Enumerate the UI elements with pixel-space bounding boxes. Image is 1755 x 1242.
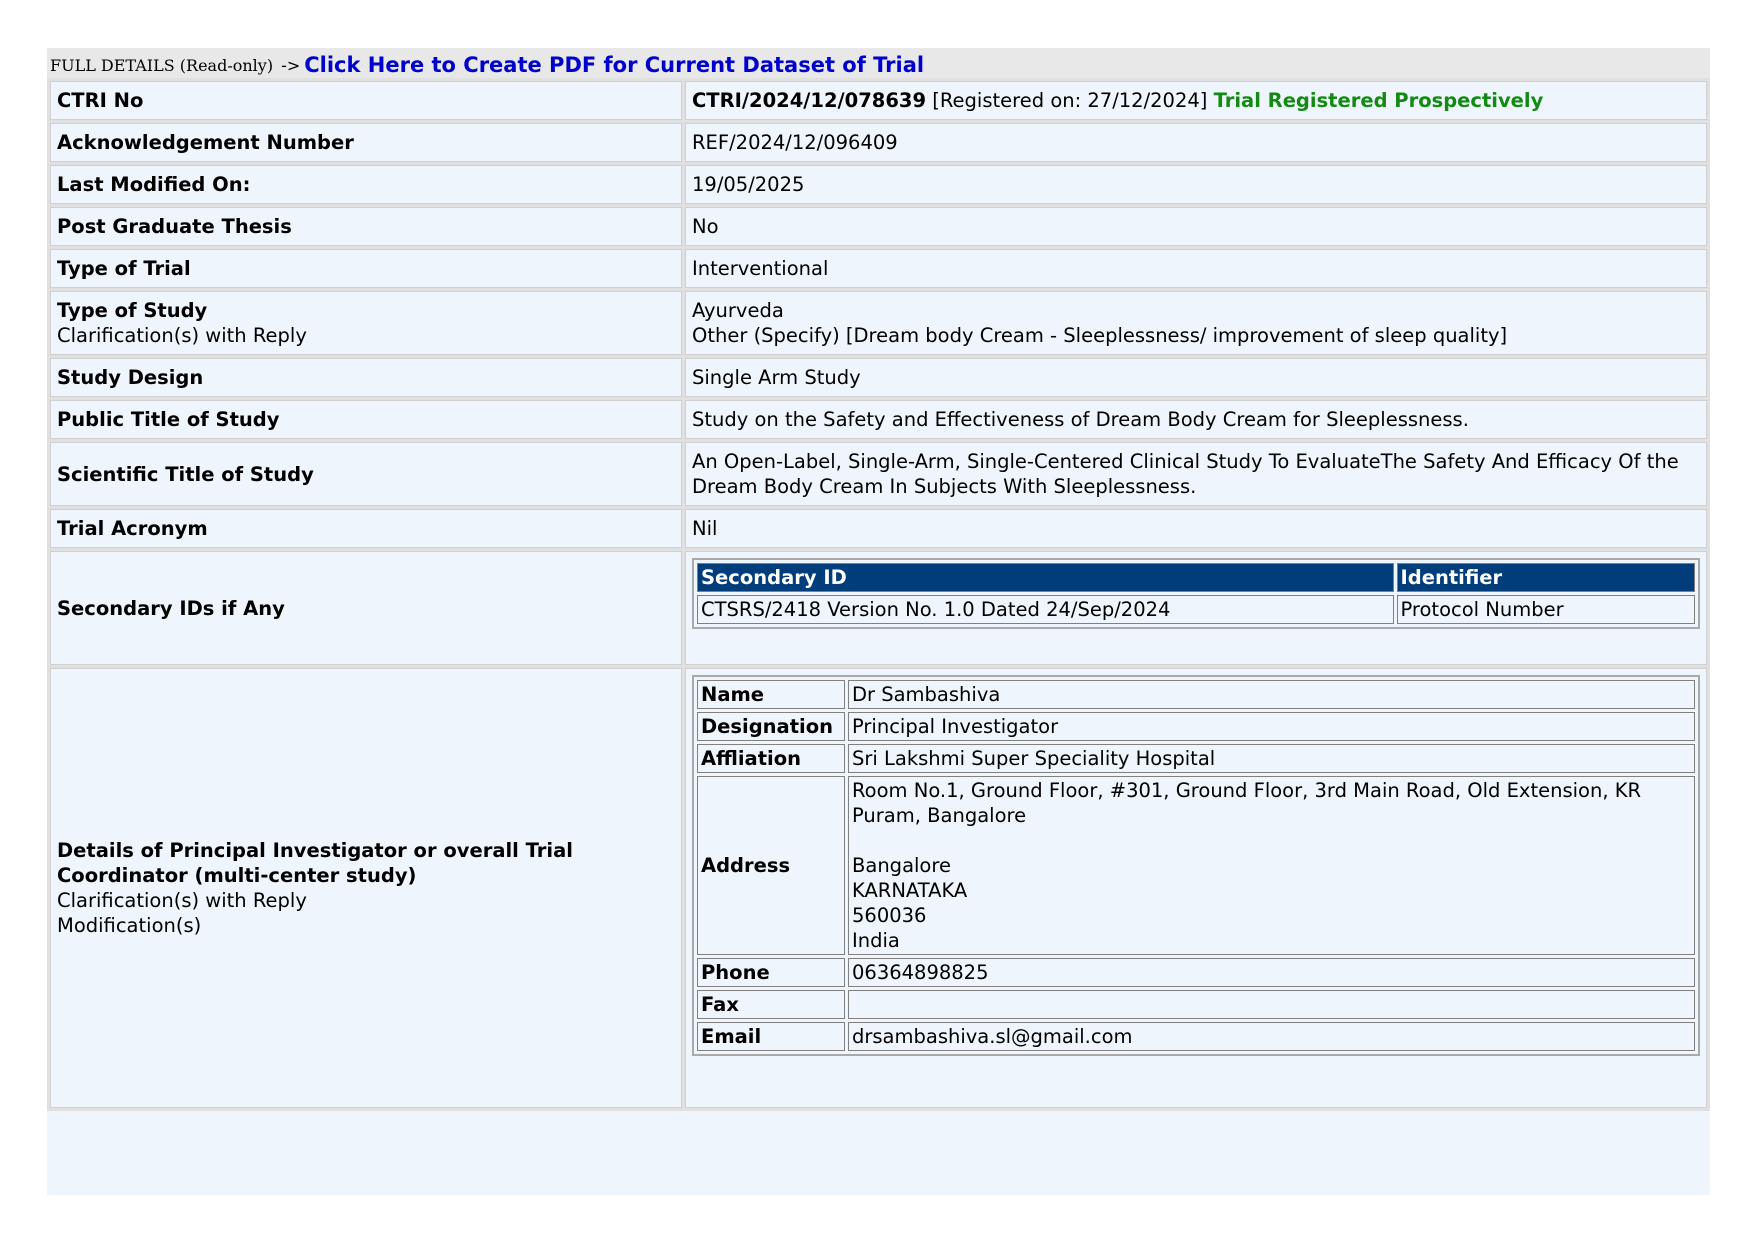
clarification-link: Clarification(s) with Reply [57,889,307,912]
label: Fax [701,993,739,1016]
pi-email: drsambashiva.sl@gmail.com [848,1022,1695,1051]
value: 19/05/2025 [685,165,1707,204]
label: CTRI No [57,89,144,112]
identifier: Protocol Number [1396,595,1695,624]
address-line: Room No.1, Ground Floor, #301, Ground Fl… [852,779,1642,827]
label: Name [701,683,765,706]
row-secondary-ids: Secondary IDs if Any Secondary ID Identif… [50,551,1707,665]
row-trial-acronym: Trial Acronym Nil [50,509,1707,548]
row-study-design: Study Design Single Arm Study [50,358,1707,397]
trial-details-panel: FULL DETAILS (Read-only) -> Click Here t… [47,48,1710,1195]
address-city: Bangalore [852,854,951,877]
row-last-modified: Last Modified On: 19/05/2025 [50,165,1707,204]
value: Study on the Safety and Effectiveness of… [685,400,1707,439]
label: Trial Acronym [57,517,208,540]
create-pdf-link[interactable]: Click Here to Create PDF for Current Dat… [304,53,925,77]
label: Secondary IDs if Any [57,596,285,620]
row-ctri-no: CTRI No CTRI/2024/12/078639 [Registered … [50,81,1707,120]
label: Scientific Title of Study [57,462,314,486]
pi-designation-row: Designation Principal Investigator [697,712,1695,741]
details-header: FULL DETAILS (Read-only) -> Click Here t… [47,48,1710,78]
row-public-title: Public Title of Study Study on the Safet… [50,400,1707,439]
pi-affiliation: Sri Lakshmi Super Speciality Hospital [848,744,1695,773]
label: Acknowledgement Number [57,131,354,154]
secondary-id: CTSRS/2418 Version No. 1.0 Dated 24/Sep/… [697,595,1394,624]
value: Interventional [685,249,1707,288]
ctri-number: CTRI/2024/12/078639 [692,89,927,112]
row-scientific-title: Scientific Title of Study An Open-Label,… [50,442,1707,506]
label: Type of Trial [57,257,191,280]
label: Details of Principal Investigator or ove… [57,839,573,887]
modification-link: Modification(s) [57,914,202,937]
pi-phone: 06364898825 [848,958,1695,987]
value: An Open-Label, Single-Arm, Single-Center… [685,442,1707,506]
row-type-of-trial: Type of Trial Interventional [50,249,1707,288]
pi-name: Dr Sambashiva [848,680,1695,709]
row-type-of-study: Type of Study Clarification(s) with Reply… [50,291,1707,355]
pi-details-table: Name Dr Sambashiva Designation Principal I… [692,675,1700,1056]
registration-status: Trial Registered Prospectively [1213,89,1544,112]
pi-affiliation-row: Affliation Sri Lakshmi Super Speciality H… [697,744,1695,773]
secondary-ids-table: Secondary ID Identifier CTSRS/2418 Versio… [692,558,1700,629]
label: Post Graduate Thesis [57,215,292,238]
value-1: Ayurveda [692,299,784,322]
value: REF/2024/12/096409 [685,123,1707,162]
details-table: CTRI No CTRI/2024/12/078639 [Registered … [47,78,1710,1111]
table-row: CTSRS/2418 Version No. 1.0 Dated 24/Sep/… [697,595,1695,624]
value-2: Other (Specify) [Dream body Cream - Slee… [692,324,1508,347]
pi-designation: Principal Investigator [848,712,1695,741]
col-secondary-id: Secondary ID [697,563,1394,592]
label: Study Design [57,366,204,389]
label: Designation [701,715,833,738]
pi-name-row: Name Dr Sambashiva [697,680,1695,709]
label: Last Modified On: [57,173,251,196]
value: Nil [685,509,1707,548]
pi-address-row: Address Room No.1, Ground Floor, #301, G… [697,776,1695,955]
address-country: India [852,929,900,952]
address-pin: 560036 [852,904,927,927]
address-state: KARNATAKA [852,879,968,902]
pi-fax-row: Fax [697,990,1695,1019]
pi-phone-row: Phone 06364898825 [697,958,1695,987]
row-pg-thesis: Post Graduate Thesis No [50,207,1707,246]
label: Public Title of Study [57,408,280,431]
value: Single Arm Study [685,358,1707,397]
value: No [685,207,1707,246]
read-only-label: FULL DETAILS (Read-only) [50,56,274,75]
clarification-link: Clarification(s) with Reply [57,324,307,347]
pi-email-row: Email drsambashiva.sl@gmail.com [697,1022,1695,1051]
label: Address [701,854,791,877]
label: Type of Study [57,299,208,322]
arrow-text: -> [281,56,301,75]
col-identifier: Identifier [1396,563,1695,592]
row-principal-investigator: Details of Principal Investigator or ove… [50,668,1707,1108]
pi-fax [848,990,1695,1019]
registered-date: [Registered on: 27/12/2024] [932,89,1208,112]
label: Affliation [701,747,801,770]
label: Email [701,1025,762,1048]
row-acknowledgement: Acknowledgement Number REF/2024/12/09640… [50,123,1707,162]
label: Phone [701,961,770,984]
